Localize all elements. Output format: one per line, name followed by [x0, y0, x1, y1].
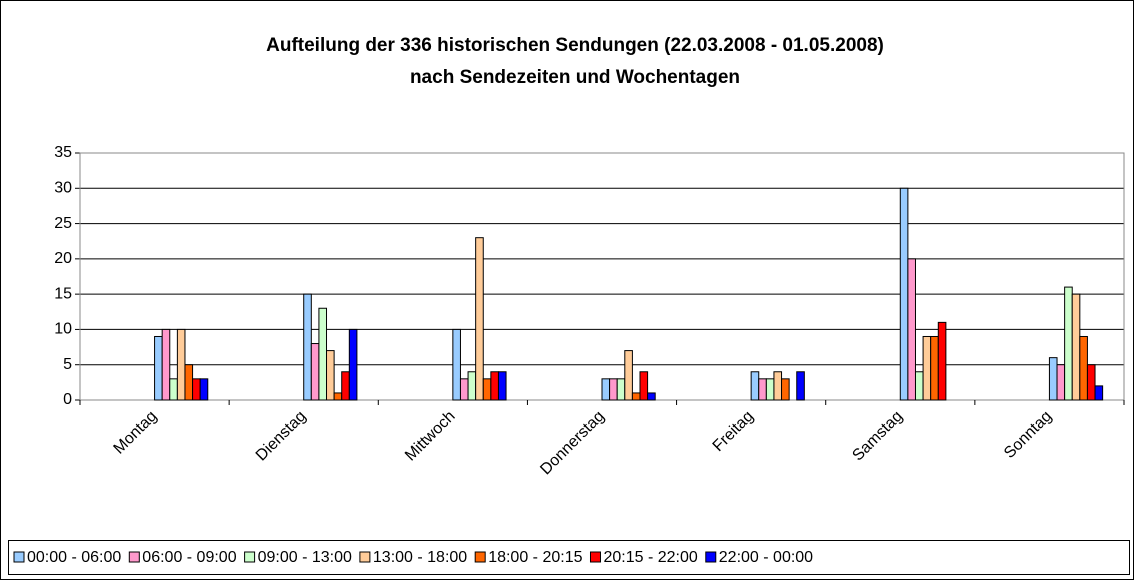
- bar: [199, 378, 209, 401]
- bar: [601, 378, 611, 401]
- bar: [1079, 335, 1088, 401]
- bar: [475, 237, 484, 401]
- legend-box: [8, 540, 1130, 575]
- bar: [930, 335, 939, 401]
- bar: [1071, 293, 1081, 401]
- bar: [482, 378, 492, 401]
- bar: [176, 328, 186, 401]
- legend-label: 00:00 - 06:00: [27, 549, 121, 566]
- chart-title: nach Sendezeiten und Wochentagen: [410, 67, 740, 88]
- bar: [1086, 364, 1096, 401]
- y-tick-label: 30: [54, 180, 72, 197]
- bar: [907, 258, 916, 401]
- legend-swatch: [705, 551, 717, 563]
- bar: [348, 328, 358, 401]
- y-tick-label: 5: [63, 356, 72, 373]
- bar: [647, 392, 656, 401]
- legend-label: 20:15 - 22:00: [603, 549, 697, 566]
- bar: [459, 378, 469, 401]
- legend-label: 18:00 - 20:15: [488, 549, 582, 566]
- bar: [318, 307, 328, 401]
- bar: [616, 378, 626, 401]
- legend-label: 13:00 - 18:00: [373, 549, 467, 566]
- bar: [750, 371, 760, 401]
- bar: [758, 378, 767, 401]
- legend-swatch: [244, 551, 256, 563]
- legend-label: 09:00 - 13:00: [258, 549, 352, 566]
- bar: [154, 335, 163, 401]
- bar: [303, 293, 312, 401]
- bar: [1056, 364, 1066, 401]
- bar: [1048, 357, 1058, 401]
- bar: [161, 328, 171, 401]
- bar: [1094, 385, 1104, 401]
- y-tick-label: 35: [54, 144, 72, 161]
- y-tick-label: 25: [54, 215, 72, 232]
- bar: [609, 378, 618, 401]
- bar: [781, 378, 790, 401]
- y-tick-label: 15: [54, 285, 72, 302]
- legend-label: 06:00 - 09:00: [142, 549, 236, 566]
- legend-swatch: [589, 551, 601, 563]
- bar: [624, 350, 633, 401]
- legend-swatch: [474, 551, 486, 563]
- bar: [937, 321, 947, 401]
- legend-swatch: [359, 551, 371, 563]
- bar: [773, 371, 783, 401]
- bar: [467, 371, 477, 401]
- bar: [1064, 286, 1073, 401]
- bar: [169, 378, 178, 401]
- chart-title: Aufteilung der 336 historischen Sendunge…: [266, 35, 884, 56]
- bar: [192, 378, 201, 401]
- bar: [639, 371, 649, 401]
- bar: [326, 350, 335, 401]
- bar: [452, 328, 461, 401]
- bar: [341, 371, 350, 401]
- legend-swatch: [13, 551, 25, 563]
- legend-label: 22:00 - 00:00: [719, 549, 813, 566]
- bar: [631, 392, 641, 401]
- bar: [914, 371, 924, 401]
- bar: [922, 335, 932, 401]
- bar: [333, 392, 343, 401]
- bar: [490, 371, 499, 401]
- bar: [497, 371, 507, 401]
- bar: [765, 378, 775, 401]
- legend-swatch: [128, 551, 140, 563]
- bar: [796, 371, 805, 401]
- bar: [310, 343, 320, 401]
- y-tick-label: 0: [63, 391, 72, 408]
- bar: [184, 364, 194, 401]
- bar: [899, 187, 909, 401]
- y-tick-label: 20: [54, 250, 72, 267]
- y-tick-label: 10: [54, 321, 72, 338]
